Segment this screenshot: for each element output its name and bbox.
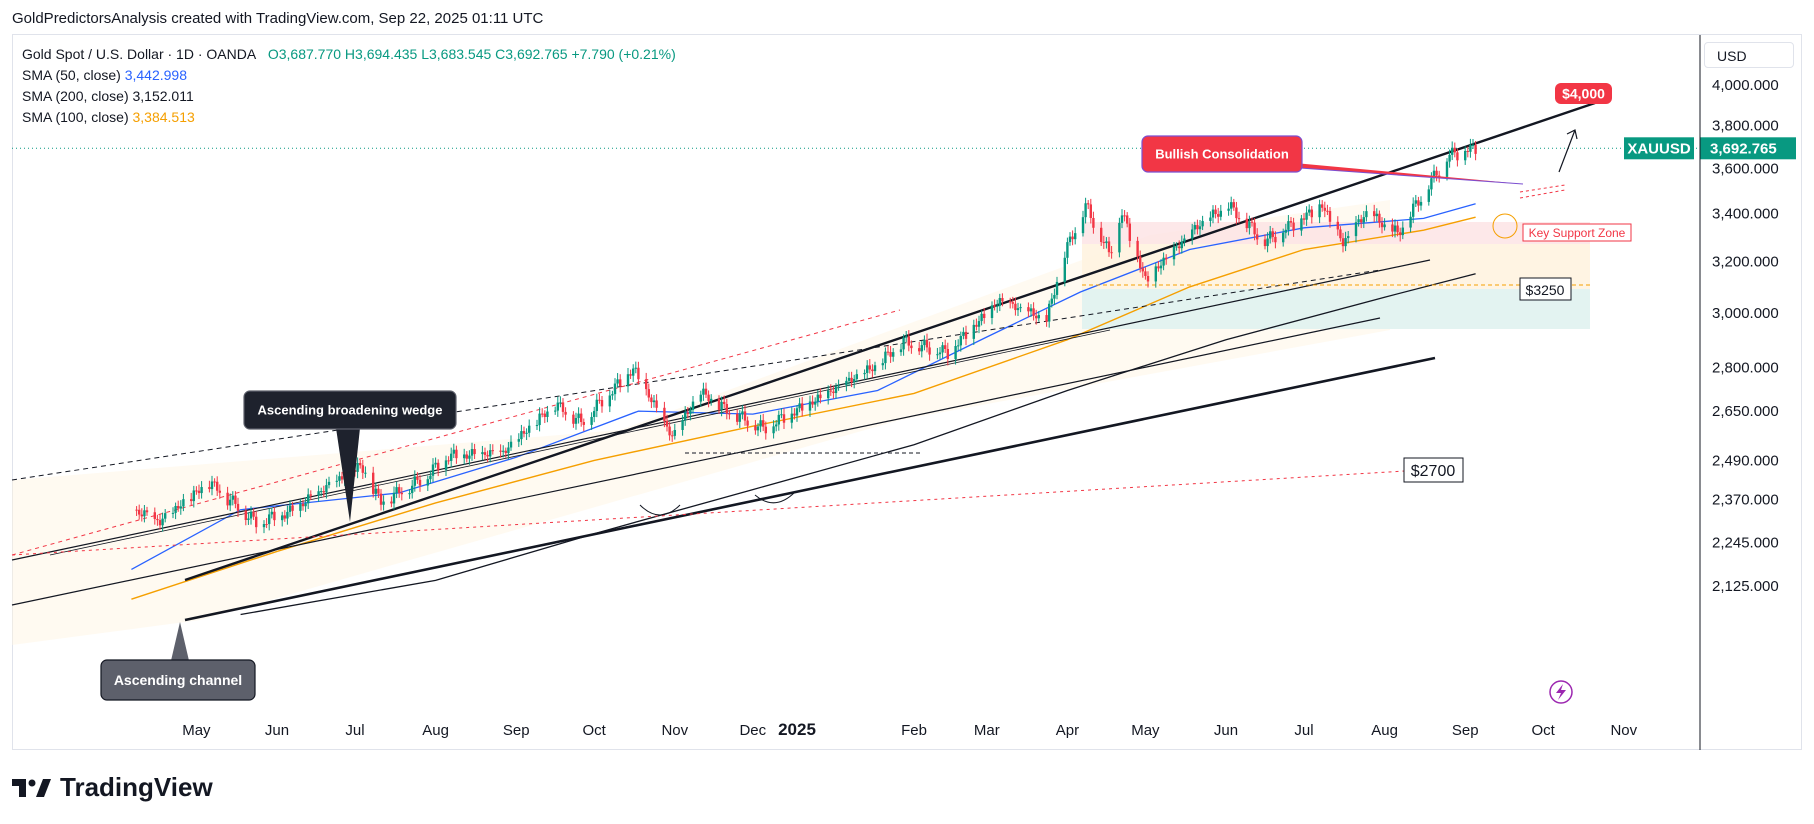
legend-sma100-label: SMA (100, close): [22, 109, 129, 125]
tradingview-logo[interactable]: TradingView: [12, 772, 213, 803]
legend-symbol[interactable]: Gold Spot / U.S. Dollar · 1D · OANDA: [22, 46, 257, 62]
legend-sma100-value: 3,384.513: [132, 109, 195, 125]
currency-button[interactable]: USD: [1704, 42, 1794, 68]
chart-legend: Gold Spot / U.S. Dollar · 1D · OANDA O3,…: [22, 44, 676, 128]
legend-sma50-value: 3,442.998: [124, 67, 188, 83]
legend-ohlc: O3,687.770 H3,694.435 L3,683.545 C3,692.…: [267, 46, 676, 62]
legend-sma200-label: SMA (200, close): [22, 88, 129, 104]
legend-sma200-row[interactable]: SMA (200, close) 3,152.011: [22, 86, 676, 107]
chart-header: GoldPredictorsAnalysis created with Trad…: [12, 10, 544, 27]
legend-sma50-label: SMA (50, close): [22, 67, 121, 83]
tradingview-brand: TradingView: [60, 772, 213, 802]
legend-sma100-row[interactable]: SMA (100, close) 3,384.513: [22, 107, 676, 128]
legend-symbol-row: Gold Spot / U.S. Dollar · 1D · OANDA O3,…: [22, 44, 676, 65]
legend-sma200-value: 3,152.011: [132, 88, 194, 104]
tradingview-mark-icon: [12, 778, 51, 797]
legend-sma50-row[interactable]: SMA (50, close) 3,442.998: [22, 65, 676, 86]
chart-frame[interactable]: [12, 34, 1802, 750]
